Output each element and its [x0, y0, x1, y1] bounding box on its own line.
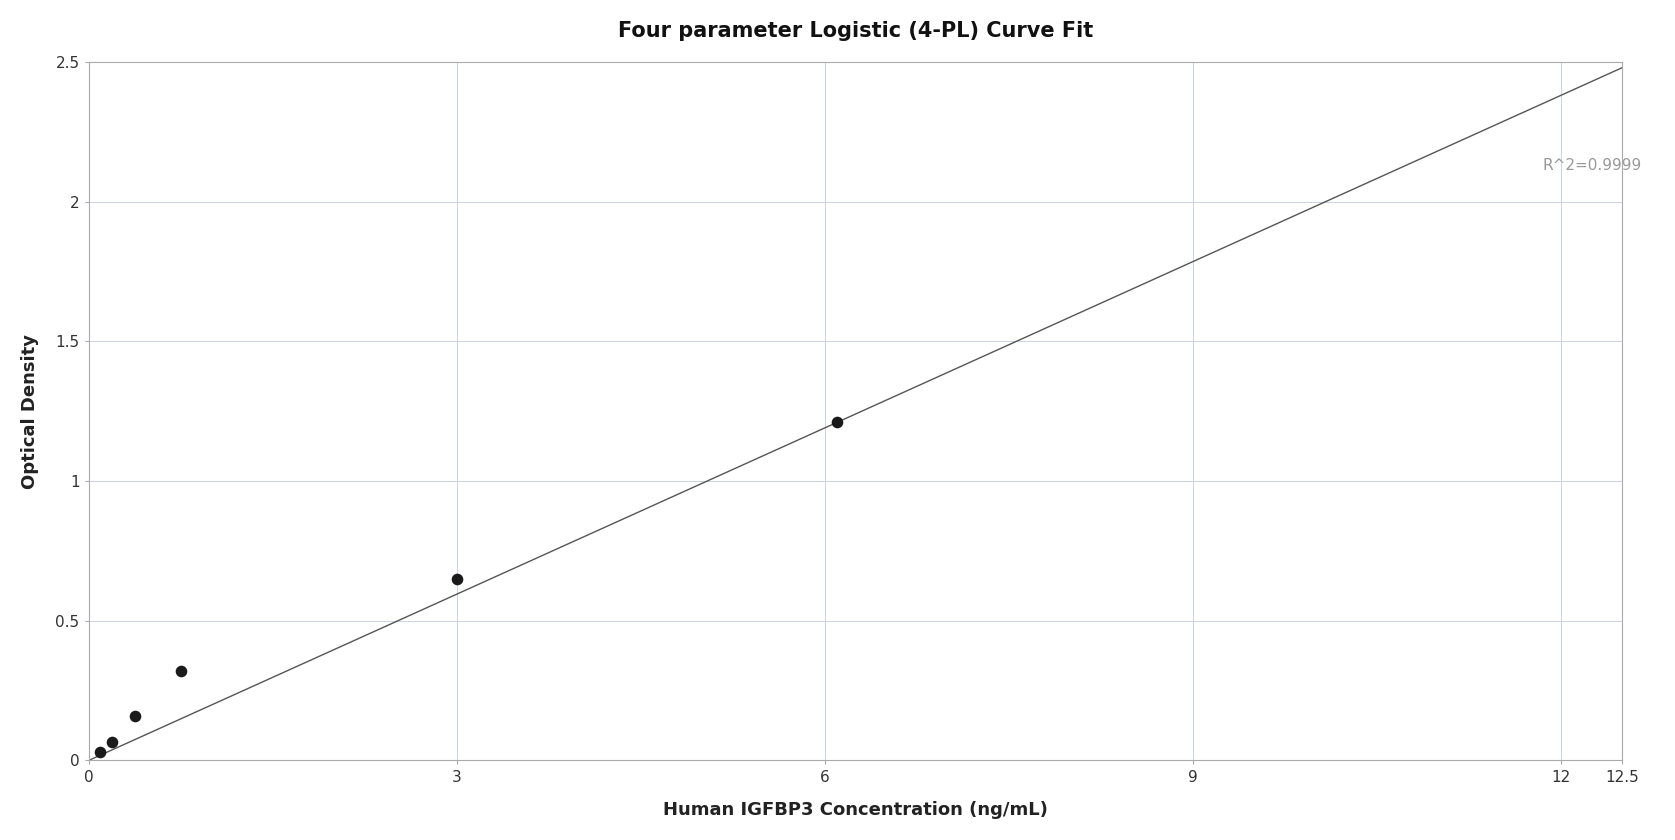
Title: Four parameter Logistic (4-PL) Curve Fit: Four parameter Logistic (4-PL) Curve Fit: [618, 21, 1094, 41]
Point: [824, 416, 851, 429]
Point: [444, 572, 471, 585]
Point: [168, 664, 194, 678]
Y-axis label: Optical Density: Optical Density: [20, 333, 39, 489]
X-axis label: Human IGFBP3 Concentration (ng/mL): Human IGFBP3 Concentration (ng/mL): [663, 801, 1049, 819]
Text: R^2=0.9999: R^2=0.9999: [1543, 158, 1642, 173]
Point: [121, 709, 147, 722]
Point: [87, 745, 114, 759]
Point: [99, 736, 126, 749]
